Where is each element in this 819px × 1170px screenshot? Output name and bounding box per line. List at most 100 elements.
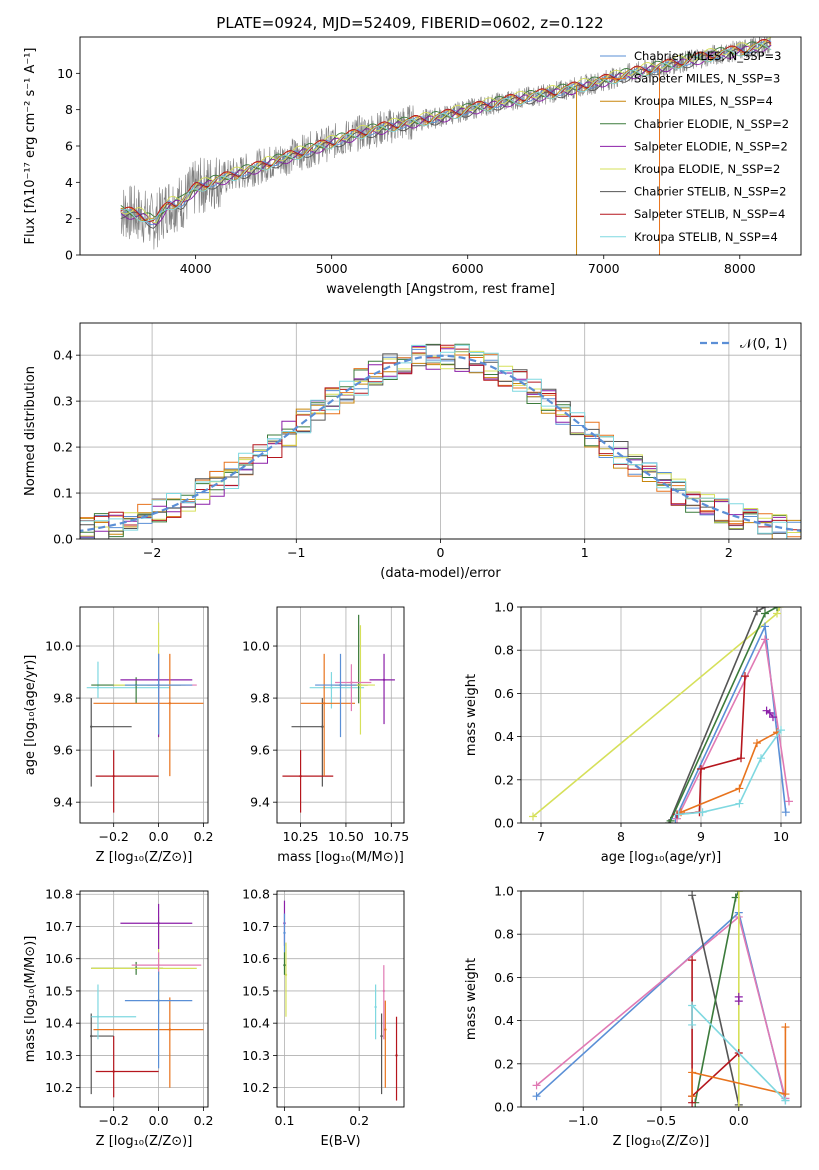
y-tick-label: 0.0 [494,1100,514,1115]
data-point [284,973,288,977]
y-tick-label: 10.2 [45,1080,73,1095]
y-tick-label: 0.8 [494,927,514,942]
y-tick-label: 1.0 [494,884,514,899]
y-tick-label: 0.2 [53,440,73,455]
model-spectrum-7 [120,42,772,229]
data-point [112,774,115,778]
axes-frame [79,890,209,1108]
age_vs_Z-plot-area [86,622,204,813]
y-tick-label: 9.6 [250,743,270,758]
weight-marker [529,812,537,821]
y-tick-label: 9.4 [250,795,270,810]
y-tick-label: 0.6 [494,970,514,985]
legend-label: Kroupa MILES, N_SSP=4 [634,94,773,108]
y-tick-label: 10.2 [242,1080,270,1095]
x-axis-label: Z [log₁₀(Z/Z⊙)] [96,1134,193,1149]
x-tick-label: 0.0 [729,1113,749,1128]
legend-label: Kroupa STELIB, N_SSP=4 [634,230,778,244]
x-tick-label: 0.0 [149,1113,169,1128]
data-point [283,931,286,935]
y-tick-label: 0.8 [494,643,514,658]
weight-marker [688,956,697,965]
data-point [90,725,93,728]
y-tick-label: 0.2 [494,772,514,787]
x-axis-label: E(B-V) [320,1134,360,1149]
y-tick-label: 10.3 [242,1048,270,1063]
x-tick-label: 0.2 [194,1113,214,1128]
x-tick-label: −0.2 [99,1113,129,1128]
x-tick-label: 8 [617,829,625,844]
data-point [384,1028,387,1031]
x-tick-label: 0 [437,545,445,560]
data-point [96,1015,100,1018]
axes-frame [79,606,209,824]
data-point [339,683,342,687]
y-tick-label: 9.8 [250,691,270,706]
data-point [330,686,333,689]
x-tick-label: 0.0 [149,829,169,844]
x-tick-label: 10.25 [283,829,319,844]
data-point [90,1034,93,1038]
y-tick-label: 10.4 [45,1016,73,1031]
y-tick-label: 10.3 [45,1048,73,1063]
x-tick-label: −1.0 [568,1113,598,1128]
weight-marker [688,1001,697,1010]
weight-marker [734,891,743,895]
y-tick-label: 0.6 [494,686,514,701]
chart-title: PLATE=0924, MJD=52409, FIBERID=0602, z=0… [216,14,603,32]
x-axis-label: wavelength [Angstrom, rest frame] [326,282,555,297]
y-tick-label: 10.6 [242,951,270,966]
x-tick-label: 9 [697,829,705,844]
weight-marker [688,1020,697,1029]
weight-marker [734,1103,743,1107]
x-tick-label: 10.75 [373,829,409,844]
y-axis-label: mass weight [464,674,479,756]
x-tick-label: 0.1 [275,1113,295,1128]
x-tick-label: 7 [537,829,545,844]
y-tick-label: 10.0 [45,639,73,654]
weight-marker [761,609,769,618]
weight-marker [688,891,697,900]
residuals-plot-area [80,343,801,539]
weight-marker [666,816,675,823]
axes-frame [276,890,405,1108]
age_vs_mass-plot-area [282,614,395,813]
x-axis-label: mass [log₁₀(M/M⊙)] [277,850,404,865]
axes-frame [520,890,802,1108]
weight-marker [753,739,761,748]
weight-marker [688,1092,697,1101]
weight-marker [775,607,784,611]
weight-line-2 [668,607,766,823]
legend-label: 𝒩(0, 1) [740,337,787,352]
data-point [380,1034,383,1038]
y-tick-label: 10 [57,66,73,81]
y-tick-label: 10.7 [45,919,73,934]
data-point [168,702,172,705]
data-point [382,989,386,993]
x-tick-label: −0.2 [99,829,129,844]
weight-marker [697,765,705,773]
data-point [321,725,324,728]
weight-marker [785,797,793,806]
y-tick-label: 8 [65,102,73,117]
x-axis-label: (data-model)/error [380,566,501,581]
y-axis-label: mass weight [464,958,479,1040]
data-point [350,681,353,684]
weight-marker [674,810,683,819]
weight-marker [781,1096,790,1105]
weight-line-8 [678,729,782,816]
legend-label: Chabrier MILES, N_SSP=3 [634,49,781,63]
weight-marker [781,808,790,817]
cumweight_vs_Z-plot-area [532,891,790,1107]
y-axis-label: mass [log₁₀(M/M⊙)] [23,936,38,1063]
y-tick-label: 0.4 [53,348,73,363]
legend-label: Salpeter ELODIE, N_SSP=2 [634,139,788,153]
y-tick-label: 10.7 [242,919,270,934]
y-tick-label: 4 [65,175,73,190]
x-tick-label: 6000 [452,261,484,276]
data-point [322,702,326,705]
x-tick-label: 2 [725,545,733,560]
weight-marker [698,808,707,817]
x-tick-label: 4000 [180,261,212,276]
axes-frame [79,36,802,256]
